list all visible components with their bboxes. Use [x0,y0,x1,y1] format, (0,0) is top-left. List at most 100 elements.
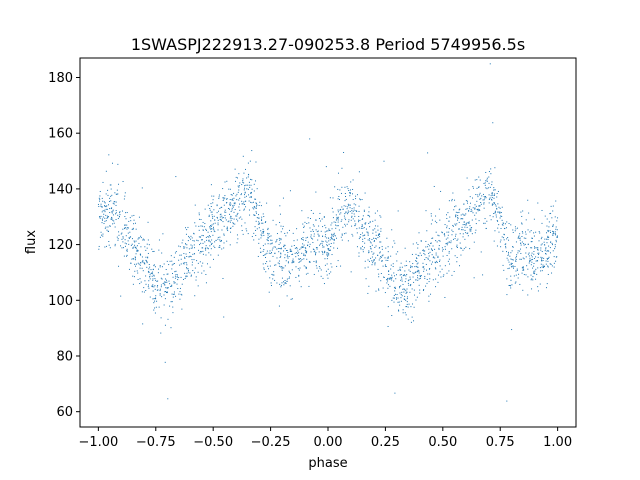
data-point [348,219,350,221]
data-point [457,219,459,221]
data-point [375,257,377,259]
data-point [503,222,505,224]
data-point [343,205,345,207]
data-point [253,214,255,216]
data-point [337,217,339,219]
data-point [130,236,132,238]
data-point [349,191,351,193]
data-point [244,203,246,205]
data-point [545,253,547,255]
data-point [152,271,154,273]
data-point [515,259,517,261]
data-point [119,214,121,216]
data-point [337,172,339,174]
data-point [422,266,424,268]
data-point [463,203,465,205]
data-point [479,198,481,200]
data-point [141,267,143,269]
data-point [425,285,427,287]
data-point [175,274,177,276]
data-point [103,223,105,225]
data-point [154,285,156,287]
data-point [104,211,106,213]
data-point [250,201,252,203]
data-point [217,254,219,256]
data-point [210,203,212,205]
data-point [371,260,373,262]
data-point [416,260,418,262]
data-point [519,239,521,241]
data-point [204,208,206,210]
data-point [415,257,417,259]
data-point [361,199,363,201]
data-point [449,216,451,218]
data-point [286,256,288,258]
data-point [318,234,320,236]
data-point [533,272,535,274]
data-point [547,229,549,231]
data-point [462,218,464,220]
data-point [510,266,512,268]
data-point [438,247,440,249]
data-point [202,253,204,255]
data-point [440,190,442,192]
data-point [358,215,360,217]
data-point [307,241,309,243]
data-point [533,258,535,259]
data-point [388,270,390,272]
data-point [387,259,389,261]
data-point [333,247,335,249]
data-point [317,230,319,232]
data-point [142,270,144,272]
data-point [465,246,467,248]
data-point [393,272,395,274]
data-point [220,206,222,208]
data-point [198,229,200,231]
data-point [465,223,467,225]
y-tick-label: 60 [56,405,73,420]
data-point [465,222,467,224]
data-point [198,236,200,238]
data-point [101,219,103,221]
data-point [419,289,421,291]
data-point [166,279,168,281]
data-point [233,211,235,213]
data-point [152,273,154,275]
data-point [255,202,257,204]
data-point [248,200,250,202]
data-point [324,251,326,253]
data-point [494,230,496,232]
data-point [139,253,141,255]
data-point [139,283,141,285]
data-point [118,215,120,217]
data-point [345,232,347,234]
data-point [293,261,295,263]
data-point [329,249,331,251]
data-point [554,231,556,233]
data-point [186,262,188,264]
data-point [201,247,203,249]
data-point [474,208,476,210]
data-point [182,262,184,264]
data-point [479,209,481,211]
data-point [261,222,263,224]
data-point [142,323,144,325]
data-point [280,238,282,240]
data-point [556,235,558,237]
data-point [117,163,119,165]
data-point [492,203,494,205]
data-point [511,329,513,331]
data-point [286,254,288,256]
data-point [170,327,172,329]
data-point [161,278,163,280]
data-point [368,285,370,287]
data-point [106,217,108,219]
data-point [179,287,181,289]
data-point [417,254,419,256]
data-point [391,299,393,301]
data-point [237,177,238,179]
data-point [238,206,240,208]
data-point [377,268,379,270]
data-point [247,176,249,178]
data-point [456,246,458,248]
